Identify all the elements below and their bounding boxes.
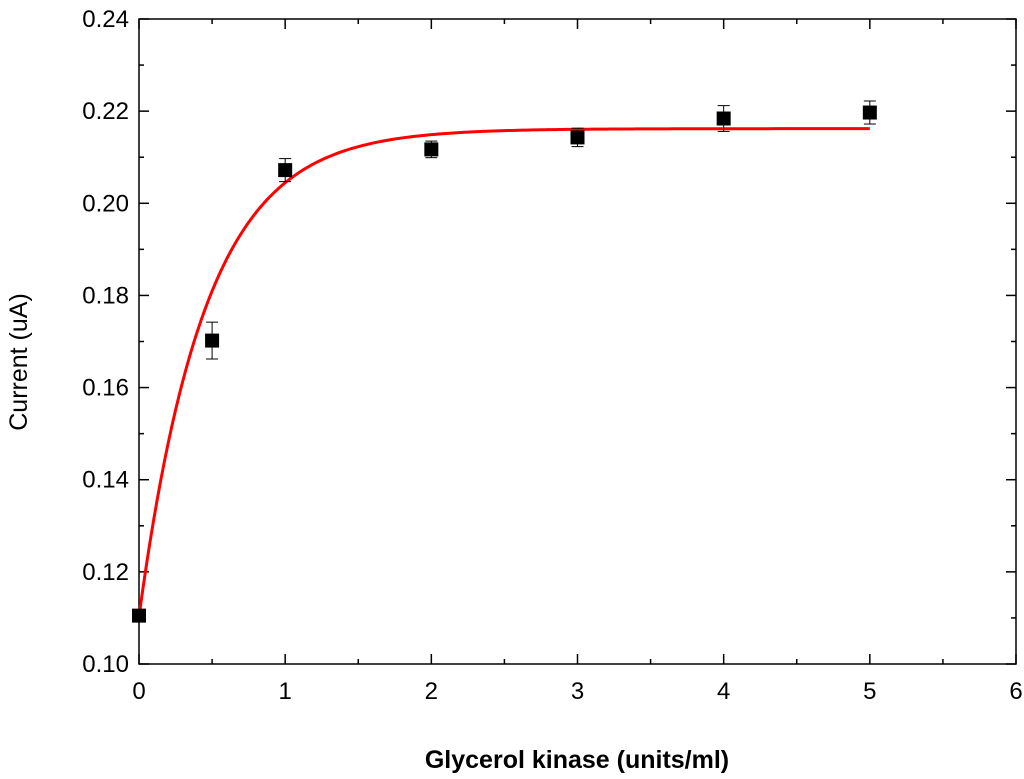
data-point (716, 111, 731, 126)
x-tick-label: 1 (278, 678, 291, 705)
y-tick-label: 0.12 (82, 559, 129, 586)
data-point (132, 608, 146, 623)
y-tick-label: 0.10 (82, 651, 129, 678)
data-point (862, 105, 877, 120)
y-tick-label: 0.20 (82, 190, 129, 217)
data-point (570, 130, 585, 145)
x-tick-label: 6 (1009, 678, 1022, 705)
data-point (278, 163, 293, 178)
x-tick-label: 5 (863, 678, 876, 705)
y-axis-title: Current (uA) (5, 293, 33, 431)
plot-frame (138, 18, 1017, 665)
y-tick-label: 0.18 (82, 282, 129, 309)
y-tick-label: 0.24 (82, 6, 129, 33)
x-tick-label: 3 (571, 678, 584, 705)
fit-curve (137, 127, 870, 617)
x-axis-title: Glycerol kinase (units/ml) (425, 746, 729, 774)
y-tick-label: 0.16 (82, 375, 129, 402)
x-tick-label: 4 (717, 678, 730, 705)
y-tick-label: 0.14 (82, 467, 129, 494)
plot-area: 0 1 2 3 4 5 6 0.10 0.12 0.14 0.16 0.18 0.20 0.22 0.24 (82, 6, 1022, 705)
data-point (205, 333, 220, 348)
x-tick-label: 0 (132, 678, 145, 705)
x-tick-label: 2 (425, 678, 438, 705)
y-tick-label: 0.22 (82, 98, 129, 125)
data-point (424, 142, 439, 157)
